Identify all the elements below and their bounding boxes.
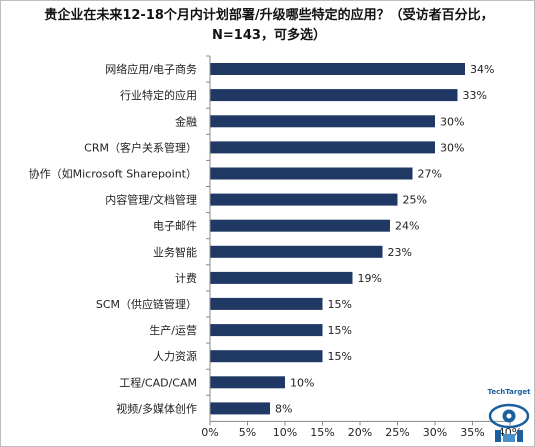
bar xyxy=(210,141,435,154)
axes-group xyxy=(206,55,511,426)
bar xyxy=(210,219,390,232)
x-tick-label: 30% xyxy=(423,426,447,439)
value-label: 23% xyxy=(388,246,412,259)
x-tick-label: 20% xyxy=(348,426,372,439)
bar xyxy=(210,115,435,128)
chart-title: 贵企业在未来12-18个月内计划部署/升级哪些特定的应用？（受访者百分比，N=1… xyxy=(44,8,494,43)
category-label: 金融 xyxy=(175,114,197,128)
value-label: 30% xyxy=(440,115,464,128)
x-tick-label: 35% xyxy=(460,426,484,439)
bar xyxy=(210,297,323,310)
bar xyxy=(210,350,323,363)
value-label: 19% xyxy=(358,272,382,285)
category-label: 网络应用/电子商务 xyxy=(105,62,197,76)
category-label: 生产/运营 xyxy=(149,323,197,337)
value-label: 27% xyxy=(418,168,442,181)
bar xyxy=(210,376,285,389)
category-label: 工程/CAD/CAM xyxy=(119,376,197,389)
category-label: 协作（如Microsoft Sharepoint） xyxy=(29,167,197,181)
category-label: CRM（客户关系管理） xyxy=(84,140,197,154)
value-label: 15% xyxy=(328,324,352,337)
bar xyxy=(210,245,383,258)
bar xyxy=(210,402,270,415)
techtarget-logo-icon xyxy=(488,403,530,442)
category-label: 行业特定的应用 xyxy=(120,88,197,102)
value-label: 15% xyxy=(328,298,352,311)
category-label: 内容管理/文档管理 xyxy=(105,193,197,207)
bar xyxy=(210,193,398,206)
bar xyxy=(210,63,465,75)
category-label: SCM（供应链管理） xyxy=(96,297,197,311)
value-label: 34% xyxy=(470,63,494,76)
value-label: 30% xyxy=(440,141,464,154)
value-label: 10% xyxy=(290,376,314,389)
category-label: 视频/多媒体创作 xyxy=(116,401,197,415)
category-label: 电子邮件 xyxy=(153,220,197,233)
bar xyxy=(210,167,413,180)
bars-group xyxy=(210,63,465,415)
x-tick-label: 15% xyxy=(310,426,334,439)
bar xyxy=(210,324,323,337)
bar xyxy=(210,271,353,284)
logo-wordmark: TechTarget xyxy=(484,388,534,396)
value-label: 8% xyxy=(275,402,292,415)
x-tick-label: 5% xyxy=(239,426,256,439)
x-tick-label: 0% xyxy=(201,426,218,439)
category-label: 业务智能 xyxy=(153,245,197,259)
x-tick-labels-group: 0% 5% 10% 15% 20% 25% 30% 35% 40% xyxy=(201,426,522,439)
value-label: 24% xyxy=(395,220,419,233)
value-label: 25% xyxy=(403,194,427,207)
value-label: 33% xyxy=(463,89,487,102)
value-labels-group: 34% 33% 30% 30% 27% 25% 24% 23% 19% 15% 15% 15% 10% 8… xyxy=(275,63,494,415)
category-label: 人力资源 xyxy=(153,349,197,363)
logo-brand-text: TechTarget xyxy=(487,388,531,396)
x-tick-label: 25% xyxy=(385,426,409,439)
bar xyxy=(210,89,458,102)
value-label: 15% xyxy=(328,350,352,363)
category-label: 计费 xyxy=(175,272,197,285)
x-tick-label: 10% xyxy=(273,426,297,439)
